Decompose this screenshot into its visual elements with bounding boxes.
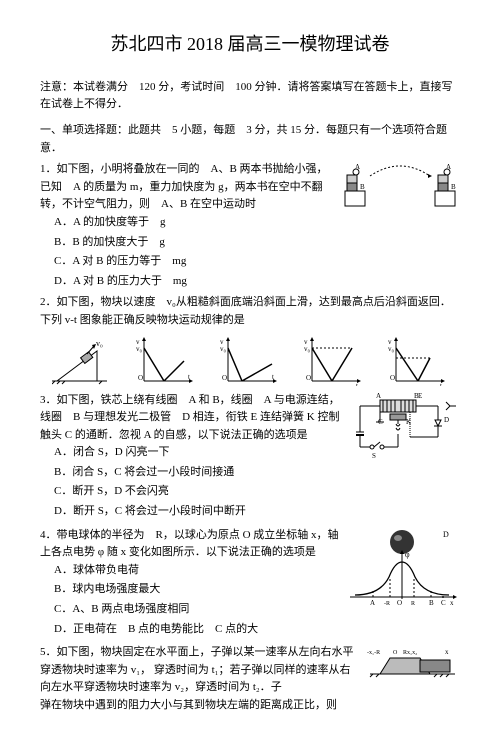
svg-text:v₀: v₀ [388,345,395,353]
svg-text:B: B [360,183,365,191]
question-4: D φ x A B C O -R R 4．带电球体的半径为 R，以球心为原点 O… [40,527,460,641]
page-title: 苏北四市 2018 届高三一模物理试卷 [40,30,460,59]
q3-option-d: D．断开 S，C 将会过一小段时间中断开 [40,503,460,521]
svg-text:O: O [393,650,398,656]
svg-text:C: C [441,599,446,607]
svg-text:-R: -R [384,601,390,607]
svg-text:A: A [370,599,375,607]
svg-text:Rx₁x₂: Rx₁x₂ [403,650,417,656]
question-5: -x₁-R O Rx₁x₂ x 5．如下图，物块固定在水平面上，子弹以某一速率从… [40,644,460,714]
svg-text:O: O [397,599,402,607]
svg-text:v₀: v₀ [304,345,311,353]
svg-text:v₀: v₀ [96,339,103,348]
q4-figure: D φ x A B C O -R R [345,527,460,607]
svg-text:O: O [138,374,143,382]
q1-option-a: A．A 的加快度等于 g [40,214,460,232]
q5-v2: v₂，穿透时间为 t₂．子 [175,681,282,693]
q4-option-d: D．正电荷在 B 点的电势能比 C 点的大 [40,621,460,639]
svg-text:A: A [446,163,451,171]
q2-stem: 2．如下图，物块以速度 v₀从粗糙斜面底端沿斜面上滑，达到最高点后沿斜面返回．下… [40,294,460,329]
q2-graphs: v₀ vv₀Ot vv₀Ot vv₀Ot vv₀Ot [40,336,460,386]
svg-text:x: x [445,648,449,656]
q2-graph-b: vv₀Ot [220,336,280,386]
svg-text:v₀: v₀ [136,345,143,353]
svg-text:D: D [444,416,449,424]
q2-graph-d: vv₀Ot [388,336,448,386]
svg-text:O: O [306,374,311,382]
svg-text:B: B [429,599,434,607]
q1-option-c: C．A 对 B 的压力等于 mg [40,253,460,271]
q5-figure: -x₁-R O Rx₁x₂ x [365,644,460,682]
svg-text:-x₁-R: -x₁-R [367,650,380,656]
svg-text:S: S [372,452,376,460]
q1-figure: A B A B [340,161,460,211]
q1-option-b: B．B 的加快度大于 g [40,234,460,252]
svg-text:t: t [188,373,190,381]
svg-text:O: O [390,374,395,382]
svg-text:B: B [414,392,419,400]
q5-v1: v₁， [131,664,151,676]
q3-option-c: C．断开 S，D 不会闪亮 [40,483,460,501]
q2-incline-icon: v₀ [52,336,112,386]
svg-text:R: R [411,601,415,607]
svg-text:B: B [451,183,456,191]
notice-text: 注意：本试卷满分 120 分，考试时间 100 分钟．请将答案填写在答题卡上，直… [40,79,460,114]
svg-text:O: O [222,374,227,382]
svg-text:D: D [443,530,449,539]
section-1-header: 一、单项选择题：此题共 5 小题，每题 3 分，共 15 分．每题只有一个选项符… [40,122,460,157]
q2-graph-a: vv₀Ot [136,336,196,386]
svg-text:x: x [450,599,454,607]
svg-text:t: t [440,382,442,386]
q5-stem3: 弹在物块中遇到的阻力大小与其到物块左端的距离成正比，则 [40,697,460,715]
q2-graph-c: vv₀Ot [304,336,364,386]
q3-figure: E K C S AB D [350,392,460,467]
svg-text:φ: φ [405,550,410,559]
svg-text:t: t [356,382,358,386]
svg-text:A: A [376,392,381,400]
svg-text:v₀: v₀ [220,345,227,353]
question-1: A B A B 1．如下图，小明将叠放在一同的 A、B 两本书抛給小强，已知 A… [40,161,460,290]
question-3: E K C S AB D 3．如下图，铁芯上绕有线圈 A 和 B，线圈 A 与电… [40,392,460,523]
svg-text:A: A [355,163,360,171]
q1-option-d: D．A 对 B 的压力大于 mg [40,273,460,291]
question-2: 2．如下图，物块以速度 v₀从粗糙斜面底端沿斜面上滑，达到最高点后沿斜面返回．下… [40,294,460,385]
svg-text:t: t [272,373,274,381]
q3-option-b: B．闭合 S，C 将会过一小段时间接通 [40,464,460,482]
